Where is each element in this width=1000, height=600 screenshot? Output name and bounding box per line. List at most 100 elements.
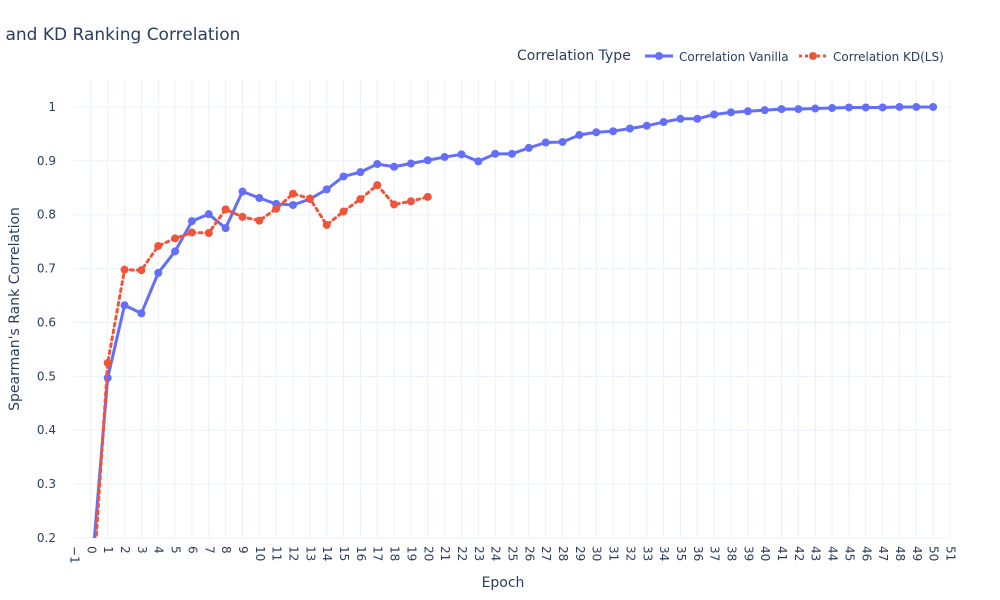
data-point-vanilla[interactable] — [171, 247, 180, 256]
data-point-vanilla[interactable] — [373, 160, 382, 169]
x-tick-label: 42 — [792, 546, 806, 561]
data-point-vanilla[interactable] — [844, 103, 853, 112]
data-point-kd[interactable] — [171, 234, 180, 243]
data-point-vanilla[interactable] — [929, 102, 938, 111]
data-point-kd[interactable] — [423, 192, 432, 201]
x-tick-label: 19 — [404, 546, 418, 561]
y-tick-label: 0.6 — [37, 315, 56, 329]
data-point-vanilla[interactable] — [120, 301, 129, 310]
legend-item-vanilla[interactable]: Correlation Vanilla — [645, 50, 789, 64]
data-point-vanilla[interactable] — [642, 121, 651, 130]
y-tick-label: 0.3 — [37, 477, 56, 491]
x-tick-label: 24 — [489, 546, 503, 561]
data-point-vanilla[interactable] — [508, 149, 516, 158]
data-point-vanilla[interactable] — [878, 103, 887, 112]
data-point-vanilla[interactable] — [760, 106, 769, 115]
x-tick-label: 22 — [455, 546, 469, 561]
data-point-vanilla[interactable] — [339, 172, 348, 181]
data-point-vanilla[interactable] — [828, 104, 837, 113]
data-point-kd[interactable] — [154, 241, 163, 250]
data-point-vanilla[interactable] — [558, 137, 567, 146]
x-tick-label: 49 — [910, 546, 924, 561]
data-point-kd[interactable] — [204, 229, 213, 238]
data-point-vanilla[interactable] — [727, 108, 735, 117]
x-tick-label: 17 — [371, 546, 385, 561]
data-point-kd[interactable] — [221, 205, 230, 214]
data-point-kd[interactable] — [356, 195, 365, 204]
data-point-vanilla[interactable] — [356, 168, 365, 177]
data-point-kd[interactable] — [305, 194, 314, 203]
data-point-vanilla[interactable] — [154, 268, 163, 277]
data-point-vanilla[interactable] — [811, 104, 820, 113]
data-point-vanilla[interactable] — [87, 577, 95, 585]
data-point-vanilla[interactable] — [457, 150, 466, 159]
y-tick-label: 0.5 — [37, 369, 56, 383]
x-tick-label: 25 — [506, 546, 520, 561]
data-point-vanilla[interactable] — [255, 194, 264, 203]
data-point-vanilla[interactable] — [221, 224, 230, 233]
data-point-kd[interactable] — [390, 200, 399, 209]
data-point-kd[interactable] — [373, 181, 382, 190]
data-point-kd[interactable] — [322, 220, 331, 229]
data-point-vanilla[interactable] — [609, 127, 618, 136]
data-point-vanilla[interactable] — [541, 138, 550, 147]
data-point-vanilla[interactable] — [912, 102, 921, 111]
x-tick-label: 10 — [253, 546, 267, 561]
x-tick-label: 41 — [775, 546, 789, 561]
data-point-vanilla[interactable] — [238, 187, 247, 196]
x-tick-label: 8 — [219, 546, 233, 554]
data-point-vanilla[interactable] — [406, 159, 415, 168]
data-point-vanilla[interactable] — [289, 201, 297, 210]
data-point-kd[interactable] — [339, 207, 348, 216]
x-tick-label: 27 — [539, 546, 553, 561]
data-point-kd[interactable] — [137, 266, 146, 275]
data-point-vanilla[interactable] — [659, 118, 668, 127]
data-point-vanilla[interactable] — [390, 162, 399, 171]
data-point-vanilla[interactable] — [676, 114, 685, 123]
data-point-vanilla[interactable] — [693, 114, 702, 123]
data-point-vanilla[interactable] — [575, 130, 584, 139]
data-point-vanilla[interactable] — [491, 149, 500, 158]
data-point-vanilla[interactable] — [625, 124, 634, 133]
y-tick-label: 0.2 — [37, 531, 56, 545]
x-tick-label: 31 — [607, 546, 621, 561]
x-tick-label: 40 — [758, 546, 772, 561]
data-point-vanilla[interactable] — [794, 105, 803, 114]
data-point-vanilla[interactable] — [440, 153, 449, 162]
x-tick-label: 36 — [691, 546, 705, 561]
y-tick-label: 0.9 — [37, 154, 56, 168]
data-point-vanilla[interactable] — [204, 210, 213, 219]
data-point-kd[interactable] — [238, 212, 247, 221]
x-tick-label: 12 — [287, 546, 301, 561]
x-tick-label: 23 — [472, 546, 486, 561]
legend-item-kd[interactable]: Correlation KD(LS) — [799, 50, 944, 64]
data-point-vanilla[interactable] — [895, 102, 904, 111]
data-point-kd[interactable] — [120, 265, 129, 274]
data-point-vanilla[interactable] — [743, 107, 752, 116]
data-point-vanilla[interactable] — [423, 156, 432, 165]
data-point-vanilla[interactable] — [524, 143, 533, 152]
x-tick-label: 35 — [674, 546, 688, 561]
data-point-vanilla[interactable] — [474, 157, 483, 166]
series-line-kd — [94, 183, 430, 538]
x-tick-label: 43 — [809, 546, 823, 561]
data-point-vanilla[interactable] — [137, 309, 146, 318]
data-point-kd[interactable] — [272, 204, 281, 213]
data-point-kd[interactable] — [103, 358, 112, 367]
x-tick-label: 16 — [354, 546, 368, 561]
data-point-vanilla[interactable] — [777, 105, 786, 114]
data-point-kd[interactable] — [406, 197, 415, 206]
data-point-kd[interactable] — [187, 228, 196, 237]
data-point-kd[interactable] — [255, 216, 264, 225]
x-tick-label: 20 — [421, 546, 435, 561]
data-point-vanilla[interactable] — [592, 128, 601, 137]
data-point-vanilla[interactable] — [861, 103, 870, 112]
x-tick-label: 9 — [236, 546, 250, 554]
x-tick-label: 45 — [842, 546, 856, 561]
x-tick-label: 29 — [573, 546, 587, 561]
data-point-kd[interactable] — [289, 189, 297, 198]
data-point-vanilla[interactable] — [322, 185, 331, 194]
x-tick-label: 38 — [725, 546, 739, 561]
data-point-vanilla[interactable] — [710, 110, 719, 119]
data-point-vanilla[interactable] — [187, 217, 196, 226]
